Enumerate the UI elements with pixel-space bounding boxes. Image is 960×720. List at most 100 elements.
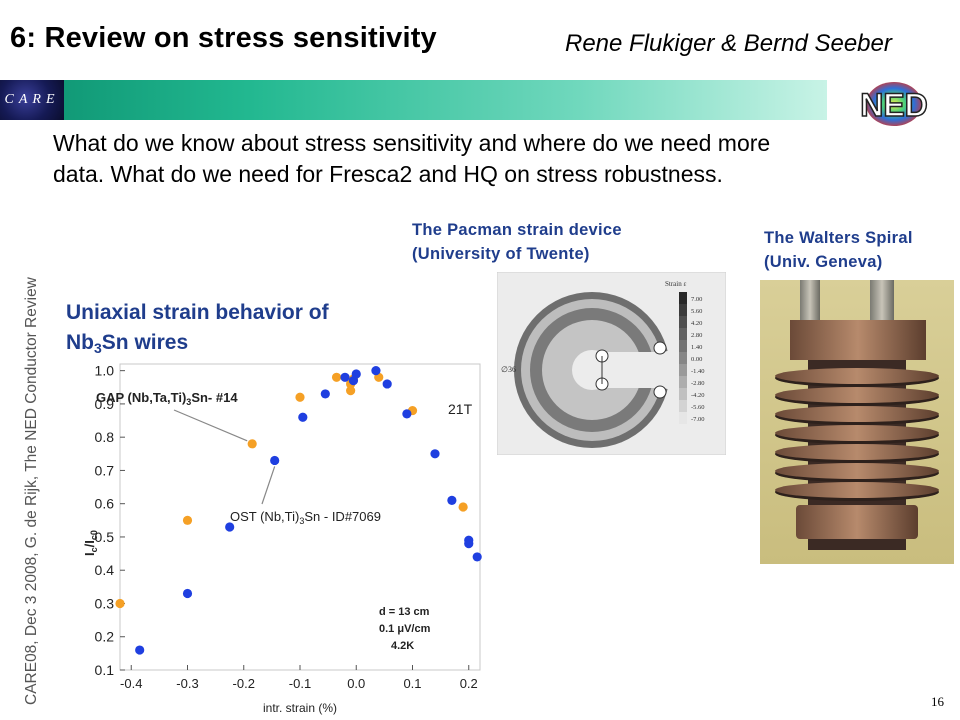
data-point-series-1 <box>340 372 350 382</box>
y-axis-label: Ic/Ic0 <box>82 530 99 556</box>
data-point-series-0 <box>295 392 305 402</box>
pacman-scale-swatch <box>679 364 687 376</box>
data-point-series-1 <box>298 412 308 422</box>
data-point-series-0 <box>331 372 342 382</box>
pacman-scale-swatch <box>679 376 687 388</box>
data-point-series-1 <box>135 645 145 655</box>
walters-spiral-image <box>760 280 954 564</box>
data-point-series-1 <box>270 455 280 466</box>
uniaxial-caption-line-1: Uniaxial strain behavior of <box>66 301 329 324</box>
uniaxial-caption: Uniaxial strain behavior of Nb3Sn wires <box>66 298 329 363</box>
ned-globe-icon <box>866 82 922 126</box>
walters-coil <box>775 463 939 479</box>
data-point-series-1 <box>351 369 361 379</box>
walters-coil <box>775 368 939 384</box>
series-1-leader <box>261 466 276 505</box>
pacman-scale-value: -1.40 <box>691 368 705 375</box>
pacman-caption-line-2: (University of Twente) <box>412 245 590 263</box>
data-point-series-1 <box>382 379 392 389</box>
intro-text: What do we know about stress sensitivity… <box>53 128 913 190</box>
data-point-series-1 <box>402 409 412 419</box>
data-point-series-1 <box>320 389 330 399</box>
walters-caption-line-2: (Univ. Geneva) <box>764 253 883 271</box>
series-0-leader <box>173 409 248 442</box>
pacman-caption-line-1: The Pacman strain device <box>412 221 622 239</box>
condition-label: 0.1 μV/cm <box>379 623 431 635</box>
y-tick-label: 0.3 <box>95 595 115 611</box>
pacman-scale-swatch <box>679 400 687 412</box>
x-tick-label: -0.1 <box>289 676 311 691</box>
data-point-series-1 <box>371 366 381 376</box>
pacman-scale: 7.00 5.60 4.20 2.80 1.40 0.00 -1.40 -2.80 -4.20 -… <box>679 292 705 424</box>
pacman-scale-swatch <box>679 340 687 352</box>
x-axis-label: intr. strain (%) <box>263 701 337 715</box>
pacman-scale-value: 1.40 <box>691 344 702 351</box>
field-label: 21T <box>448 401 473 417</box>
data-point-series-1 <box>464 539 474 549</box>
x-tick-label: -0.3 <box>176 676 198 691</box>
pacman-caption: The Pacman strain device (University of … <box>412 218 622 266</box>
pacman-scale-value: -2.80 <box>691 380 705 387</box>
walters-coil <box>775 387 939 403</box>
walters-coil <box>775 444 939 460</box>
walters-coil <box>775 406 939 422</box>
series-label-0: GAP (Nb,Ta,Ti)3Sn- #14 <box>96 390 238 407</box>
data-point-series-0 <box>182 515 193 525</box>
y-tick-label: 0.6 <box>95 496 115 512</box>
y-tick-label: 0.9 <box>95 396 115 412</box>
uniaxial-rest: Sn wires <box>101 331 189 354</box>
uniaxial-caption-line-2: Nb3Sn wires <box>66 328 329 363</box>
data-point-series-0 <box>247 439 257 449</box>
pacman-scale-swatch <box>679 304 687 316</box>
ned-logo: NED <box>859 82 929 126</box>
series-label-1: OST (Nb,Ti)3Sn - ID#7069 <box>230 509 381 526</box>
data-point-series-1 <box>225 522 235 532</box>
walters-caption: The Walters Spiral (Univ. Geneva) <box>764 226 913 274</box>
pacman-scale-swatch <box>679 412 687 424</box>
pacman-scale-swatch <box>679 292 687 304</box>
uniaxial-subscript: 3 <box>94 340 102 356</box>
walters-coil <box>775 425 939 441</box>
x-axis: -0.4 -0.3 -0.2 -0.1 0.0 0.1 0.2 <box>120 665 478 691</box>
condition-label: d = 13 cm <box>379 606 430 618</box>
slide-authors: Rene Flukiger & Bernd Seeber <box>565 30 892 57</box>
y-tick-label: 0.4 <box>95 562 115 578</box>
y-axis: 0.1 0.2 0.3 0.4 0.5 0.6 0.7 0.8 0.9 1.0 <box>95 363 125 678</box>
data-point-series-1 <box>182 588 193 599</box>
data-point-series-1 <box>472 552 482 562</box>
pacman-scale-value: 0.00 <box>691 356 702 363</box>
condition-label: 4.2K <box>391 640 414 652</box>
y-tick-label: 0.7 <box>95 462 115 478</box>
y-tick-label: 0.8 <box>95 429 115 445</box>
pacman-scale-value: -4.20 <box>691 392 705 399</box>
side-note: CARE08, Dec 3 2008, G. de Rijk, The NED … <box>23 277 40 705</box>
walters-caption-line-1: The Walters Spiral <box>764 229 913 247</box>
data-point-series-1 <box>447 495 457 505</box>
pacman-scale-swatch <box>679 352 687 364</box>
y-tick-label: 0.1 <box>95 662 115 678</box>
header-band <box>0 80 827 120</box>
walters-coils <box>775 368 939 501</box>
pacman-scale-value: 5.60 <box>691 308 702 315</box>
intro-line-1: What do we know about stress sensitivity… <box>53 130 771 156</box>
pacman-scale-swatch <box>679 328 687 340</box>
pacman-scale-value: -7.00 <box>691 416 705 423</box>
intro-line-2: data. What do we need for Fresca2 and HQ… <box>53 161 723 187</box>
strain-chart: 0.10.20.30.40.50.60.70.80.91.0 -0.4 -0.3-… <box>82 358 482 720</box>
pacman-scale-swatch <box>679 388 687 400</box>
pacman-scale-swatch <box>679 316 687 328</box>
data-point-series-1 <box>430 449 440 459</box>
uniaxial-nb: Nb <box>66 331 94 354</box>
pacman-scale-title: Strain ε <box>665 280 686 288</box>
walters-coil <box>775 482 939 498</box>
x-tick-label: 0.2 <box>460 676 478 691</box>
x-tick-label: 0.1 <box>403 676 421 691</box>
slide-title: 6: Review on stress sensitivity <box>10 22 437 54</box>
x-tick-label: 0.0 <box>347 676 365 691</box>
pacman-device-image: ∅36 Strain ε 7.00 5.60 4.20 2.80 1.40 0.00 -1.… <box>497 272 726 455</box>
chart-annotations: GAP (Nb,Ta,Ti)3Sn- #14 OST (Nb,Ti)3Sn - I… <box>96 390 473 652</box>
data-point-series-0 <box>346 386 356 396</box>
y-tick-label: 0.2 <box>95 629 115 645</box>
pacman-scale-value: 2.80 <box>691 332 702 339</box>
ned-logo-text: NED <box>860 87 928 123</box>
